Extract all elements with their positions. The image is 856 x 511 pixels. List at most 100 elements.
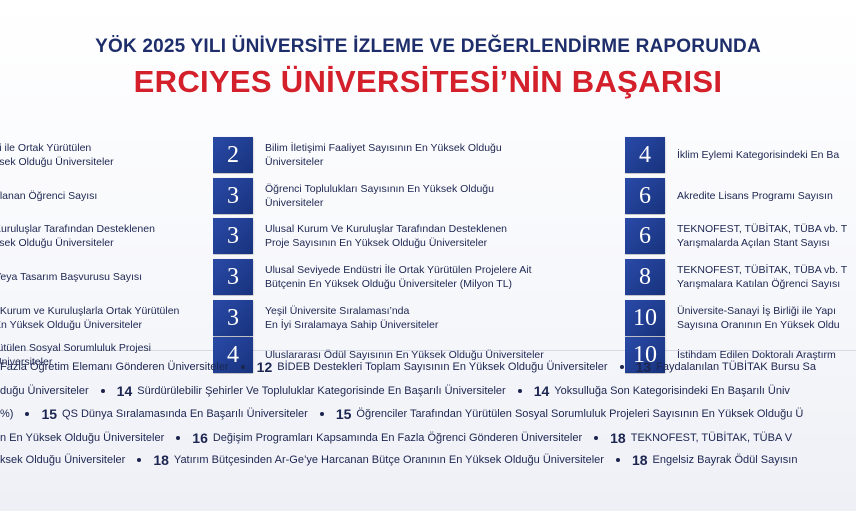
ranking-text: Yatırım Bütçesinden Ar-Ge’ye Harcanan Bü…: [173, 454, 604, 466]
rank-badge: 3: [213, 178, 253, 214]
rank-badge: 4: [625, 137, 665, 173]
rank-badge: 6: [625, 218, 665, 254]
bullet: [25, 412, 30, 416]
ranking-text: Faydalanılan TÜBİTAK Bursu Sa: [656, 361, 816, 373]
ranking-item: 3 Ulusal Kurum Ve Kuruluşlar Tarafından D…: [213, 217, 618, 255]
ranking-item: 4 İklim Eylemi Kategorisindeki En Ba: [625, 136, 856, 174]
ranking-text: Kuruluşlar Tarafından Desteklenen ksek O…: [0, 223, 155, 249]
ranking-item: 3 Ulusal Seviyede Endüstri İle Ortak Yürü…: [213, 258, 618, 296]
ranking-segment: 14 Sürdürülebilir Şehirler Ve Topluluklar…: [117, 383, 506, 399]
ranking-item: yi ile Ortak Yürütülen ksek Olduğu Ünive…: [0, 136, 199, 174]
ranking-text: İklim Eylemi Kategorisindeki En Ba: [677, 149, 840, 161]
ranking-text: İstihdam Edilen Doktoralı Araştırm: [677, 349, 836, 361]
ranking-text: TEKNOFEST, TÜBİTAK, TÜBA vb. T Yarışmala…: [677, 264, 848, 290]
ranking-segment: 16 Değişim Programları Kapsamında En Fazl…: [192, 430, 582, 446]
rank-number: 15: [335, 406, 352, 422]
ranking-item: Kuruluşlar Tarafından Desteklenen ksek O…: [0, 217, 199, 255]
ranking-text: Fazla Öğretim Elemanı Gönderen Üniversit…: [0, 361, 229, 373]
rank-badge: 10: [625, 337, 665, 373]
ranking-text: %): [0, 408, 14, 420]
ranking-item: , Kurum ve Kuruluşlarla Ortak Yürütülen …: [0, 299, 199, 337]
ranking-text: Değişim Programları Kapsamında En Fazla …: [212, 432, 583, 444]
ranking-row: ksek Olduğu Üniversiteler 18 Yatırım Bütçe…: [0, 450, 856, 470]
ranking-segment: 15 Öğrenciler Tarafından Yürütülen Sosyal…: [336, 406, 804, 422]
ranking-text: Engelsiz Bayrak Ödül Sayısın: [652, 454, 798, 466]
rank-number: 18: [610, 430, 626, 446]
ranking-segment: 14 Yoksulluğa Son Kategorisindeki En Başa…: [534, 383, 790, 399]
ranking-text: Üniversite-Sanayi İş Birliği ile Yapı Sa…: [677, 305, 840, 331]
bullet: [100, 389, 105, 393]
ranking-segment: n En Yüksek Olduğu Üniversiteler: [0, 432, 164, 444]
ranking-text: Yoksulluğa Son Kategorisindeki En Başarı…: [554, 385, 790, 397]
rank-number: 14: [533, 383, 550, 399]
ranking-item: 3 Yeşil Üniversite Sıralaması’nda En İyi …: [213, 299, 618, 337]
ranking-item: 6 TEKNOFEST, TÜBİTAK, TÜBA vb. T Yarışmal…: [625, 217, 856, 255]
ranking-row: n En Yüksek Olduğu Üniversiteler 16 Değişi…: [0, 428, 856, 448]
ranking-text: QS Dünya Sıralamasında En Başarılı Ünive…: [62, 408, 308, 420]
rank-number: 13: [635, 359, 652, 375]
ranking-text: TEKNOFEST, TÜBİTAK, TÜBA vb. T Yarışmala…: [677, 223, 848, 249]
ranking-text: Uluslararası Ödül Sayısının En Yüksek Ol…: [265, 349, 544, 361]
ranking-text: Akredite Lisans Programı Sayısın: [677, 190, 833, 202]
ranking-item: 10 Üniversite-Sanayi İş Birliği ile Yapı …: [625, 299, 856, 337]
ranking-text: Bilim İletişimi Faaliyet Sayısının En Yü…: [265, 142, 502, 168]
ranking-text: Veya Tasarım Başvurusu Sayısı: [0, 271, 143, 283]
rank-badge: 3: [213, 259, 253, 295]
ranking-text: Sürdürülebilir Şehirler Ve Topluluklar K…: [137, 385, 506, 397]
ranking-item: 6 Akredite Lisans Programı Sayısın: [625, 177, 856, 215]
ranking-segment: 13 Faydalanılan TÜBİTAK Bursu Sa: [636, 359, 816, 375]
ranking-text: Yeşil Üniversite Sıralaması’nda En İyi S…: [265, 305, 439, 331]
ranking-item: 8 TEKNOFEST, TÜBİTAK, TÜBA vb. T Yarışmal…: [625, 258, 856, 296]
rank-badge: 10: [625, 300, 665, 336]
ranking-text: n En Yüksek Olduğu Üniversiteler: [0, 432, 165, 444]
ranking-text: Ulusal Seviyede Endüstri İle Ortak Yürüt…: [265, 264, 532, 290]
subtitle: ERCIYES ÜNİVERSİTESİ’NİN BAŞARISI: [133, 64, 723, 99]
rank-badge: 2: [213, 137, 253, 173]
title: YÖK 2025 YILI ÜNİVERSİTE İZLEME VE DEĞER…: [95, 36, 761, 57]
bullet: [517, 389, 522, 393]
bullet: [240, 365, 245, 369]
ranking-item: 3 Öğrenci Toplulukları Sayısının En Yükse…: [213, 177, 618, 215]
rank-number: 18: [153, 452, 169, 468]
ranking-segment: ksek Olduğu Üniversiteler: [0, 454, 125, 466]
rank-badge: 3: [213, 218, 253, 254]
ranking-item: 2 Bilim İletişimi Faaliyet Sayısının En Y…: [213, 136, 618, 174]
ranking-text: Öğrenciler Tarafından Yürütülen Sosyal S…: [356, 408, 804, 420]
rank-number: 12: [256, 359, 273, 375]
ranking-item: alanan Öğrenci Sayısı: [0, 177, 199, 215]
ranking-text: BİDEB Destekleri Toplam Sayısının En Yük…: [277, 361, 608, 373]
rank-number: 14: [116, 383, 133, 399]
ranking-text: rütülen Sosyal Sorumluluk Projesi Üniver…: [0, 342, 151, 368]
ranking-segment: Fazla Öğretim Elemanı Gönderen Üniversit…: [0, 361, 229, 373]
rank-number: 18: [631, 452, 648, 468]
bullet: [137, 458, 142, 462]
bullet: [176, 436, 181, 440]
ranking-segment: 18 Engelsiz Bayrak Ödül Sayısın: [632, 452, 797, 468]
ranking-item: 10 İstihdam Edilen Doktoralı Araştırm: [625, 336, 856, 374]
ranking-text: yi ile Ortak Yürütülen ksek Olduğu Ünive…: [0, 142, 114, 168]
ranking-row: duğu Üniversiteler 14 Sürdürülebilir Şehir…: [0, 381, 856, 401]
ranking-segment: 18 Yatırım Bütçesinden Ar-Ge’ye Harcanan …: [153, 452, 604, 468]
ranking-text: alanan Öğrenci Sayısı: [0, 190, 98, 202]
ranking-item: Veya Tasarım Başvurusu Sayısı: [0, 258, 199, 296]
ranking-segment: 15 QS Dünya Sıralamasında En Başarılı Üni…: [41, 406, 307, 422]
ranking-text: Ulusal Kurum Ve Kuruluşlar Tarafından De…: [265, 223, 508, 249]
rank-number: 15: [41, 406, 58, 422]
ranking-text: ksek Olduğu Üniversiteler: [0, 454, 126, 466]
ranking-text: duğu Üniversiteler: [0, 385, 89, 397]
ranking-segment: 18 TEKNOFEST, TÜBİTAK, TÜBA V: [610, 430, 792, 446]
rank-badge: 6: [625, 178, 665, 214]
ranking-segment: 12 BİDEB Destekleri Toplam Sayısının En Y…: [257, 359, 608, 375]
rank-number: 16: [192, 430, 208, 446]
ranking-text: Öğrenci Toplulukları Sayısının En Yüksek…: [265, 183, 494, 209]
ranking-segment: %): [0, 408, 13, 420]
ranking-item: rütülen Sosyal Sorumluluk Projesi Üniver…: [0, 336, 199, 374]
ranking-text: , Kurum ve Kuruluşlarla Ortak Yürütülen …: [0, 305, 180, 331]
ranking-row: Fazla Öğretim Elemanı Gönderen Üniversit…: [0, 357, 856, 377]
bullet: [619, 365, 624, 369]
rank-badge: 4: [213, 337, 253, 373]
separator: [0, 350, 856, 351]
bullet: [319, 412, 324, 416]
bullet: [594, 436, 599, 440]
